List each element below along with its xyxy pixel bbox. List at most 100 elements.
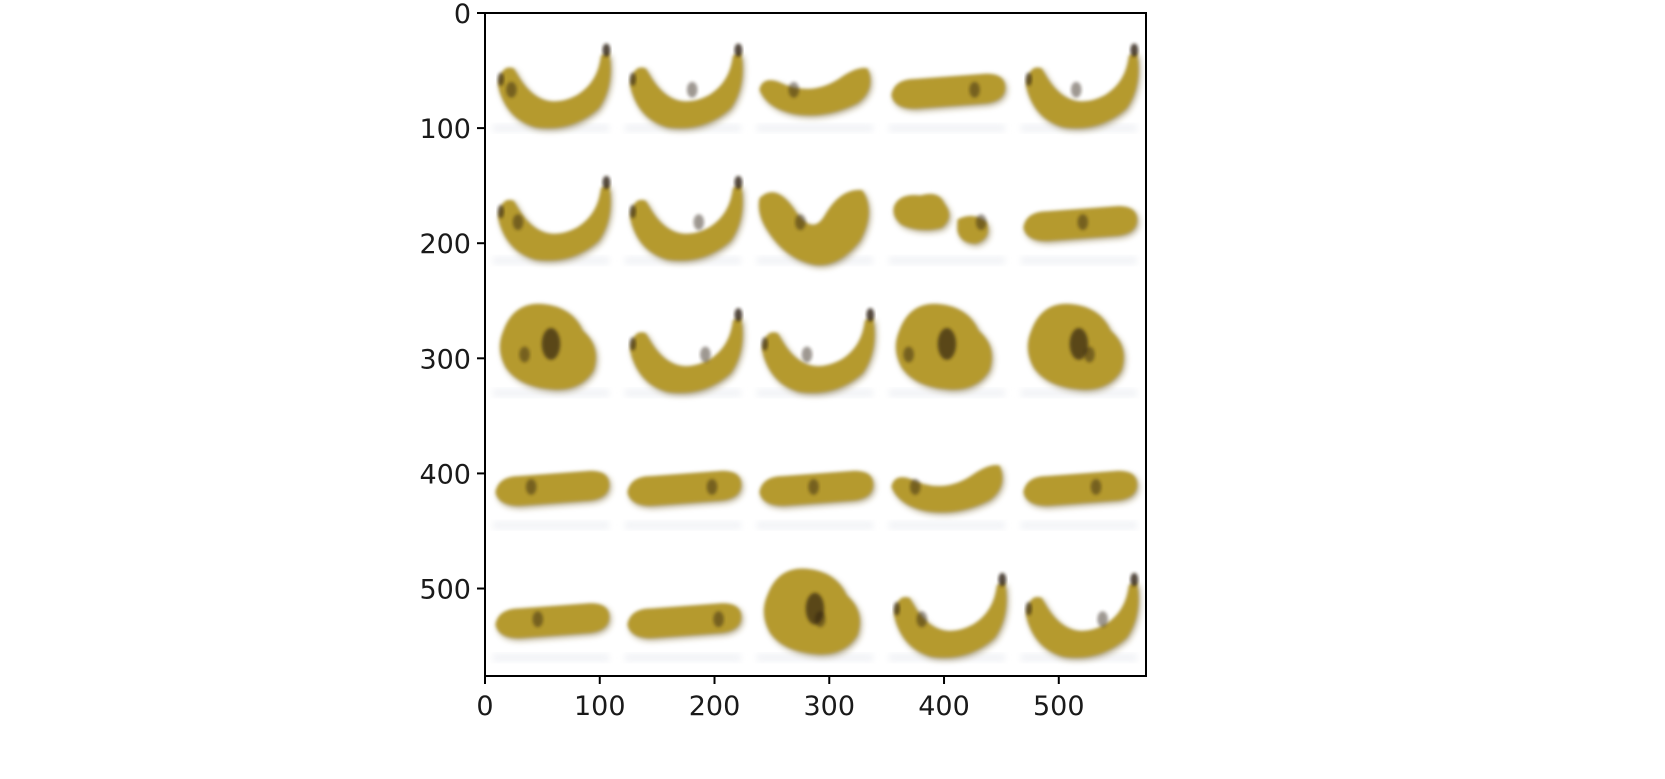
tile-noise <box>756 521 873 530</box>
banana-tile-r4-c0 <box>492 603 612 662</box>
banana-body <box>495 603 610 638</box>
banana-spot <box>532 611 544 628</box>
banana-body <box>1023 470 1137 506</box>
tile-noise <box>888 521 1005 530</box>
x-axis: 0 100 200 300 400 500 <box>476 676 1085 722</box>
banana-body <box>1026 582 1139 658</box>
banana-stem <box>1130 572 1139 587</box>
banana-dark-patch <box>1069 328 1089 360</box>
banana-tile-r0-c3 <box>888 73 1007 133</box>
banana-spot <box>693 214 705 231</box>
banana-tile-r0-c0 <box>492 43 613 133</box>
tile-noise <box>888 124 1005 133</box>
banana-body <box>498 185 611 261</box>
banana-body <box>630 317 743 393</box>
banana-body <box>762 317 875 393</box>
banana-tile-r3-c1 <box>624 470 744 530</box>
banana-spot <box>788 81 800 98</box>
banana-tile-r2-c1 <box>624 308 745 397</box>
x-tick-label-100: 100 <box>574 691 626 722</box>
banana-body <box>498 52 611 128</box>
banana-spot <box>686 81 698 98</box>
banana-tip <box>629 337 637 351</box>
banana-tile-r1-c0 <box>492 175 613 265</box>
banana-dark-patch <box>541 328 561 360</box>
banana-spot <box>1097 611 1108 628</box>
banana-body <box>1026 52 1139 128</box>
banana-spot <box>795 214 806 231</box>
banana-stem <box>998 572 1007 587</box>
banana-stem <box>734 43 743 57</box>
banana-spot <box>506 81 517 98</box>
banana-dark-patch <box>805 592 825 625</box>
banana-spot <box>519 346 530 363</box>
banana-spot <box>512 214 524 231</box>
banana-tile-r4-c4 <box>1020 572 1141 662</box>
banana-tile-r3-c3 <box>888 465 1005 530</box>
banana-stem <box>602 175 611 190</box>
banana-tile-r3-c4 <box>1020 470 1139 530</box>
banana-spot <box>525 478 537 495</box>
y-axis: 0 100 200 300 400 500 <box>419 0 485 606</box>
tile-noise <box>756 124 873 133</box>
tile-noise <box>888 256 1005 265</box>
banana-stem <box>1130 43 1139 57</box>
banana-tip <box>893 602 901 616</box>
banana-tile-r2-c0 <box>492 303 610 397</box>
banana-tile-r1-c3 <box>888 194 1005 265</box>
banana-stem <box>602 43 611 57</box>
banana-body <box>893 194 988 244</box>
banana-tile-r3-c0 <box>492 470 612 530</box>
banana-spot <box>975 214 987 231</box>
tile-noise <box>492 388 610 397</box>
y-tick-label-200: 200 <box>419 229 471 260</box>
plot-frame <box>484 12 1147 677</box>
x-tick-label-0: 0 <box>476 691 493 722</box>
banana-tile-r1-c2 <box>756 190 873 268</box>
banana-tip <box>629 204 637 219</box>
x-tick-label-300: 300 <box>803 691 855 722</box>
banana-stem <box>734 175 743 190</box>
tile-noise <box>492 653 610 662</box>
banana-body <box>758 190 869 265</box>
banana-tile-r4-c2 <box>756 568 873 662</box>
banana-spot <box>1077 214 1089 231</box>
y-tick-label-300: 300 <box>419 344 471 375</box>
y-tick-label-400: 400 <box>419 459 471 490</box>
banana-body <box>495 470 610 506</box>
banana-tile-r0-c2 <box>756 68 873 133</box>
banana-body <box>630 52 743 128</box>
banana-spot <box>1070 81 1082 98</box>
banana-tile-r1-c1 <box>624 175 745 265</box>
banana-tip <box>497 204 505 219</box>
tile-noise <box>756 653 873 662</box>
x-tick-label-400: 400 <box>918 691 970 722</box>
tile-noise <box>1020 388 1137 397</box>
banana-spot <box>801 346 813 363</box>
y-tick-label-500: 500 <box>419 575 471 606</box>
banana-stem <box>734 308 743 322</box>
banana-body <box>627 603 742 638</box>
banana-spot <box>713 611 724 628</box>
banana-spot <box>1090 478 1102 495</box>
banana-tile-r4-c1 <box>624 603 744 662</box>
banana-dark-patch <box>937 328 957 360</box>
x-tick-label-500: 500 <box>1033 691 1085 722</box>
banana-spot <box>969 81 980 98</box>
banana-spot <box>903 346 914 363</box>
x-tick-label-200: 200 <box>689 691 741 722</box>
y-tick-label-100: 100 <box>419 114 471 145</box>
tile-noise <box>624 653 742 662</box>
banana-spot <box>909 478 921 495</box>
banana-tile-r2-c4 <box>1020 303 1137 397</box>
banana-tile-r2-c3 <box>888 303 1005 397</box>
banana-tile-r0-c1 <box>624 43 745 133</box>
banana-spot <box>916 611 928 628</box>
tile-noise <box>1020 256 1137 265</box>
banana-spot <box>808 478 819 495</box>
banana-tile-r2-c2 <box>756 308 877 397</box>
tile-noise <box>492 521 610 530</box>
banana-body <box>630 185 743 261</box>
